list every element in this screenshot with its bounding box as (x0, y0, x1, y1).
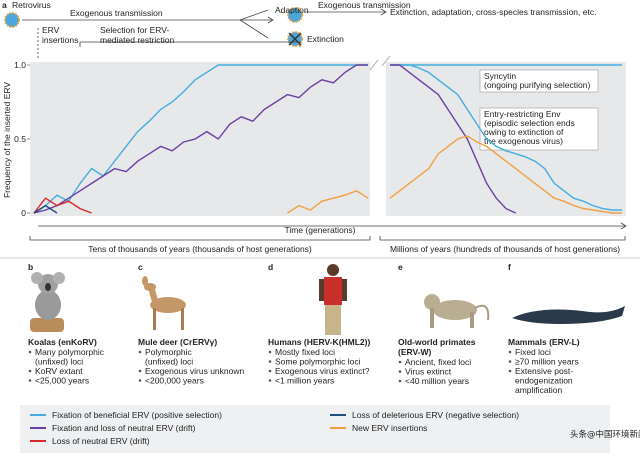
axis-break (369, 55, 391, 71)
bullet (268, 379, 272, 382)
bullet (508, 369, 512, 373)
bullet-text: Fixed loci (515, 347, 551, 357)
series-line (287, 190, 369, 214)
bullet-text: Polymorphic (145, 347, 193, 357)
span-label: Millions of years (hundreds of thousands… (390, 244, 620, 254)
label: Adaption (275, 5, 309, 15)
whale-illustration (512, 306, 625, 324)
bullet-text: Some polymorphic loci (275, 357, 361, 367)
legend-label: Loss of deleterious ERV (negative select… (352, 410, 519, 420)
legend-label: Fixation of beneficial ERV (positive sel… (52, 410, 222, 420)
bullet-text: <25,000 years (35, 376, 89, 386)
series-line (390, 64, 516, 214)
bullet-text: <1 million years (275, 376, 334, 386)
legend-label: New ERV insertions (352, 423, 427, 433)
panel-title: (ERV-W) (398, 347, 432, 357)
annotation-box (479, 69, 599, 93)
label: Retrovirus (12, 0, 51, 10)
bullet (398, 360, 402, 364)
bullet-text: Mostly fixed loci (275, 347, 335, 357)
bullet-text: <40 million years (405, 376, 469, 386)
series-line (390, 64, 622, 211)
bullet (508, 350, 512, 354)
label: Selection for ERV-mediated restriction (100, 25, 174, 45)
label: Extinction, adaptation, cross-species tr… (390, 7, 596, 17)
bullet (398, 370, 402, 373)
deer-illustration (142, 276, 186, 330)
plot-area (30, 62, 370, 216)
bullet-text: Extensive post- (515, 366, 573, 376)
panel-title: Humans (HERV-K(HML2)) (268, 337, 370, 347)
bullet-text: KoRV extant (35, 366, 83, 376)
virus-icon (287, 31, 303, 47)
bullet-text: Exogenous virus extinct? (275, 366, 370, 376)
bullet (28, 379, 32, 382)
panel-title: Mule deer (CrERVγ) (138, 337, 217, 347)
y-tick-label: 0 (21, 208, 26, 218)
series-line (33, 64, 368, 214)
bullet (268, 360, 272, 363)
bullet (508, 360, 512, 363)
panel-letter: f (508, 262, 511, 272)
bullet-text: (unfixed) loci (145, 357, 193, 367)
legend-box (20, 405, 610, 453)
bullet-text: ≥70 million years (515, 357, 579, 367)
panel-letter: c (138, 262, 143, 272)
bullet (398, 379, 402, 383)
panel-letter: e (398, 262, 403, 272)
bullet-text: Ancient, fixed loci (405, 357, 471, 367)
virus-icon (4, 12, 20, 28)
label: Exogenous transmission (70, 8, 163, 18)
bullet-text: (unfixed) loci (35, 357, 83, 367)
bullet-text: Virus extinct (405, 367, 452, 377)
bullet (28, 369, 32, 373)
panel-letter: b (28, 262, 33, 272)
series-line (33, 64, 368, 214)
bullet-text: amplification (515, 385, 563, 395)
y-tick-label: 0.5 (14, 134, 26, 144)
series-line (33, 197, 92, 214)
label: ERV insertions (42, 25, 78, 45)
panel-title: Old-world primates (398, 337, 476, 347)
watermark: 头条@中国环境新闻 (570, 429, 640, 440)
legend-label: Loss of neutral ERV (drift) (52, 436, 150, 446)
x-axis-title: Time (generations) (284, 225, 355, 235)
annotation: Entry-restricting Env (episodic selection… (484, 109, 575, 146)
panel-title: Mammals (ERV-L) (508, 337, 580, 347)
koala-illustration (30, 272, 65, 332)
y-axis-title: Frequency of the inserted ERV (2, 82, 12, 198)
legend-label: Fixation and loss of neutral ERV (drift) (52, 423, 196, 433)
bullet (28, 350, 32, 354)
bullet-text: Many polymorphic (35, 347, 105, 357)
bullet (138, 379, 142, 382)
label: Exogenous transmission (318, 0, 411, 10)
bullet-text: Exogenous virus unknown (145, 366, 245, 376)
virus-icon (287, 7, 303, 23)
label: Extinction (307, 34, 344, 44)
panel-letter: d (268, 262, 273, 272)
bullet (138, 350, 142, 354)
span-label: Tens of thousands of years (thousands of… (88, 244, 312, 254)
annotation: Syncytin (ongoing purifying selection) (484, 71, 590, 90)
arrows (22, 8, 627, 241)
series-line (389, 135, 622, 214)
bullet (138, 369, 142, 373)
series-line (33, 204, 58, 214)
annotation-box (479, 107, 599, 151)
bullet (268, 369, 272, 373)
bullet-text: endogenization (515, 376, 573, 386)
primate-illustration (424, 294, 490, 328)
y-tick-label: 1.0 (14, 60, 26, 70)
panel-letter: a (2, 0, 7, 10)
bullet (268, 350, 272, 354)
bullet-text: <200,000 years (145, 376, 204, 386)
panel-title: Koalas (enKoRV) (28, 337, 97, 347)
human-illustration (319, 264, 347, 335)
